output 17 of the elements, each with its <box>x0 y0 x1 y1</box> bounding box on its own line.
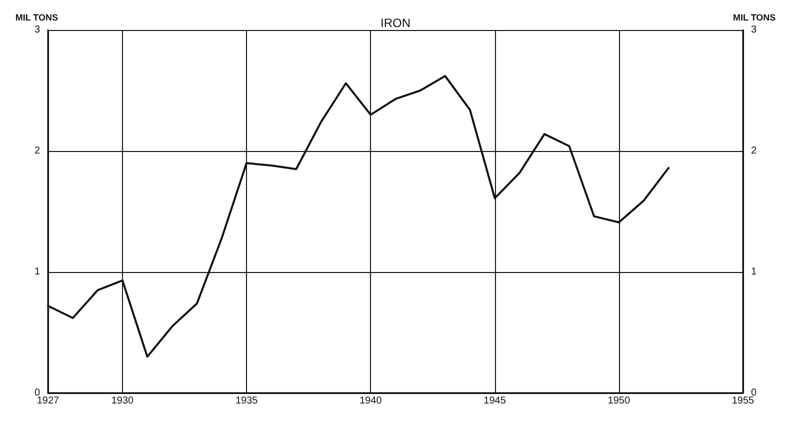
x-tick-label: 1950 <box>608 396 630 406</box>
y2-tick-label: 1 <box>751 266 757 278</box>
x-tick-label: 1935 <box>235 396 258 406</box>
y-axis-title: MIL TONS <box>15 12 58 22</box>
x-tick-label: 1940 <box>360 396 382 406</box>
x-tick-label: 1945 <box>484 396 506 406</box>
y2-tick-label: 3 <box>751 24 757 36</box>
x-tick-label: 1955 <box>732 396 755 406</box>
x-tick-label: 1927 <box>36 396 60 406</box>
y-tick-label: 1 <box>34 266 40 278</box>
y-tick-label: 2 <box>34 146 40 156</box>
y2-axis-title: MIL TONS <box>733 12 776 22</box>
chart-title: IRON <box>380 16 410 30</box>
x-tick-label: 1930 <box>111 396 134 406</box>
y2-tick-label: 0 <box>751 388 757 398</box>
y-tick-label: 3 <box>34 24 40 36</box>
y2-tick-label: 2 <box>751 146 757 156</box>
